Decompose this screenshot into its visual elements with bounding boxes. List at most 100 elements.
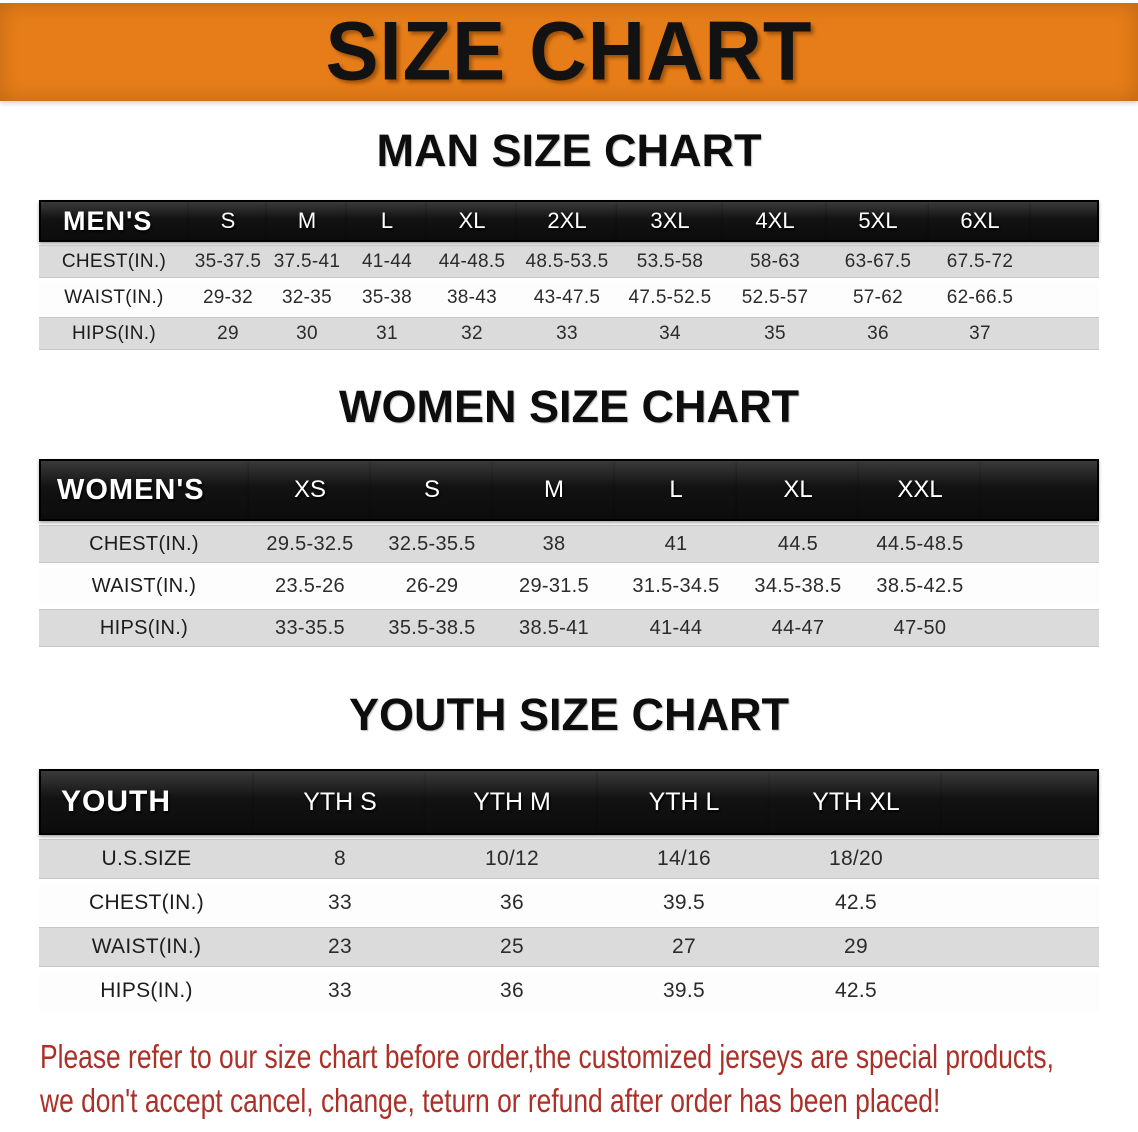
youth-col-header: YTH S xyxy=(254,769,426,835)
women-table-label: WOMEN'S xyxy=(39,459,249,521)
spacer-cell xyxy=(942,927,1099,967)
table-cell: 38.5-42.5 xyxy=(859,567,981,605)
table-cell: 23 xyxy=(254,927,426,967)
table-cell: 44.5-48.5 xyxy=(859,525,981,563)
table-cell: 34 xyxy=(617,317,723,350)
table-cell: 38-43 xyxy=(427,281,517,314)
spacer-cell xyxy=(981,459,1099,521)
table-cell: 67.5-72 xyxy=(929,245,1031,278)
women-size-table: WOMEN'S XS S M L XL XXL CHEST(IN.) 29.5-… xyxy=(39,455,1099,651)
table-cell: 48.5-53.5 xyxy=(517,245,617,278)
table-cell: 33-35.5 xyxy=(249,609,371,647)
section-women: WOMEN SIZE CHART WOMEN'S XS S M L XL XXL xyxy=(0,383,1138,651)
table-cell: 42.5 xyxy=(770,971,942,1011)
men-header-row: MEN'S S M L XL 2XL 3XL 4XL 5XL 6XL xyxy=(39,200,1099,242)
table-cell: 36 xyxy=(426,883,598,923)
table-cell: 35-38 xyxy=(347,281,427,314)
banner-title: SIZE CHART xyxy=(325,5,813,98)
spacer-cell xyxy=(942,883,1099,923)
disclaimer: Please refer to our size chart before or… xyxy=(40,1035,1138,1123)
spacer-cell xyxy=(981,525,1099,563)
row-label: WAIST(IN.) xyxy=(39,281,189,314)
youth-chest-row: CHEST(IN.) 33 36 39.5 42.5 xyxy=(39,883,1099,923)
men-chest-row: CHEST(IN.) 35-37.5 37.5-41 41-44 44-48.5… xyxy=(39,245,1099,278)
table-cell: 14/16 xyxy=(598,839,770,879)
spacer-cell xyxy=(1031,317,1099,350)
women-chest-row: CHEST(IN.) 29.5-32.5 32.5-35.5 38 41 44.… xyxy=(39,525,1099,563)
table-cell: 31.5-34.5 xyxy=(615,567,737,605)
women-header-row: WOMEN'S XS S M L XL XXL xyxy=(39,459,1099,521)
table-cell: 37.5-41 xyxy=(267,245,347,278)
table-cell: 52.5-57 xyxy=(723,281,827,314)
table-cell: 39.5 xyxy=(598,883,770,923)
youth-section-title: YOUTH SIZE CHART xyxy=(348,689,789,740)
youth-col-header: YTH XL xyxy=(770,769,942,835)
women-col-header: M xyxy=(493,459,615,521)
table-cell: 25 xyxy=(426,927,598,967)
row-label: U.S.SIZE xyxy=(39,839,254,879)
row-label: CHEST(IN.) xyxy=(39,245,189,278)
men-section-title: MAN SIZE CHART xyxy=(376,125,762,176)
youth-size-table: YOUTH YTH S YTH M YTH L YTH XL U.S.SIZE … xyxy=(39,765,1099,1015)
table-cell: 29-31.5 xyxy=(493,567,615,605)
spacer-cell xyxy=(981,609,1099,647)
table-cell: 44-47 xyxy=(737,609,859,647)
men-col-header: 5XL xyxy=(827,200,929,242)
women-col-header: XXL xyxy=(859,459,981,521)
women-col-header: S xyxy=(371,459,493,521)
table-cell: 34.5-38.5 xyxy=(737,567,859,605)
table-cell: 32.5-35.5 xyxy=(371,525,493,563)
spacer-cell xyxy=(981,567,1099,605)
table-cell: 32 xyxy=(427,317,517,350)
men-hips-row: HIPS(IN.) 29 30 31 32 33 34 35 36 37 xyxy=(39,317,1099,350)
table-cell: 47-50 xyxy=(859,609,981,647)
women-section-title: WOMEN SIZE CHART xyxy=(339,381,799,432)
table-cell: 23.5-26 xyxy=(249,567,371,605)
table-cell: 30 xyxy=(267,317,347,350)
row-label: HIPS(IN.) xyxy=(39,317,189,350)
table-cell: 36 xyxy=(827,317,929,350)
table-cell: 41-44 xyxy=(347,245,427,278)
section-men: MAN SIZE CHART MEN'S S M L XL 2XL 3XL 4X… xyxy=(0,127,1138,353)
men-col-header: 2XL xyxy=(517,200,617,242)
table-cell: 39.5 xyxy=(598,971,770,1011)
table-cell: 26-29 xyxy=(371,567,493,605)
row-label: HIPS(IN.) xyxy=(39,971,254,1011)
table-cell: 43-47.5 xyxy=(517,281,617,314)
men-table-label: MEN'S xyxy=(39,200,189,242)
youth-header-row: YOUTH YTH S YTH M YTH L YTH XL xyxy=(39,769,1099,835)
table-cell: 62-66.5 xyxy=(929,281,1031,314)
row-label: WAIST(IN.) xyxy=(39,567,249,605)
table-cell: 35-37.5 xyxy=(189,245,267,278)
table-cell: 44.5 xyxy=(737,525,859,563)
row-label: CHEST(IN.) xyxy=(39,525,249,563)
row-label: CHEST(IN.) xyxy=(39,883,254,923)
table-cell: 31 xyxy=(347,317,427,350)
disclaimer-line-1: Please refer to our size chart before or… xyxy=(40,1038,1054,1075)
table-cell: 42.5 xyxy=(770,883,942,923)
spacer-cell xyxy=(942,769,1099,835)
table-cell: 38.5-41 xyxy=(493,609,615,647)
men-col-header: L xyxy=(347,200,427,242)
table-cell: 35 xyxy=(723,317,827,350)
disclaimer-line-2: we don't accept cancel, change, teturn o… xyxy=(40,1082,941,1119)
table-cell: 18/20 xyxy=(770,839,942,879)
men-col-header: S xyxy=(189,200,267,242)
spacer-cell xyxy=(1031,245,1099,278)
men-col-header: 3XL xyxy=(617,200,723,242)
banner: SIZE CHART xyxy=(0,3,1138,101)
spacer-cell xyxy=(942,971,1099,1011)
table-cell: 47.5-52.5 xyxy=(617,281,723,314)
youth-col-header: YTH L xyxy=(598,769,770,835)
row-label: WAIST(IN.) xyxy=(39,927,254,967)
table-cell: 32-35 xyxy=(267,281,347,314)
section-youth: YOUTH SIZE CHART YOUTH YTH S YTH M YTH L… xyxy=(0,691,1138,1015)
table-cell: 41-44 xyxy=(615,609,737,647)
men-col-header: 4XL xyxy=(723,200,827,242)
table-cell: 29 xyxy=(770,927,942,967)
men-col-header: M xyxy=(267,200,347,242)
table-cell: 10/12 xyxy=(426,839,598,879)
table-cell: 44-48.5 xyxy=(427,245,517,278)
table-cell: 29 xyxy=(189,317,267,350)
